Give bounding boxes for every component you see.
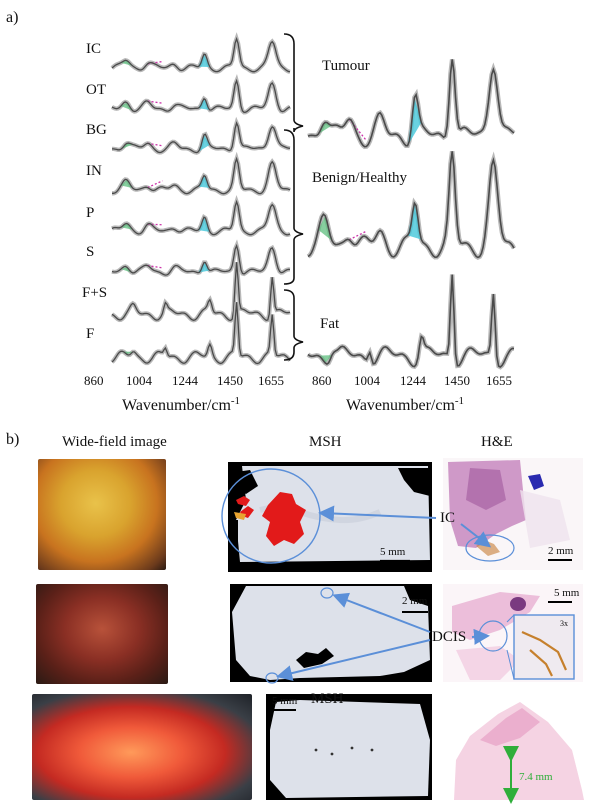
group-label-tumour: Tumour [322,58,370,74]
sample-label-p: P [86,205,94,221]
spectrum-tumour-line [307,59,515,148]
he-slide-3 [454,702,584,804]
left-xtick-1244: 1244 [172,373,199,388]
thickness-measurement: 7.4 mm [519,771,553,783]
callout-ic: IC [440,510,455,526]
arrow-dcis-to-msh-top [332,592,431,633]
spectrum-p-fill-cyan [198,217,210,232]
spectrum-p-line [111,199,291,236]
wide-field-photo-2 [36,584,168,684]
spectrum-bg-magenta-line [147,142,163,147]
spectrum-s-line [111,243,291,276]
header-he: H&E [481,434,513,450]
bracket-fat [283,289,304,361]
right-xtick-1655: 1655 [486,373,512,388]
he-inset-box [513,614,575,680]
bracket-tumour [283,33,304,133]
spectrum-fat-fill-green [318,355,333,363]
spectrum-fs-line [111,262,291,322]
left-xtick-1450: 1450 [217,373,243,388]
scale-bar-3-label: 5 mm [272,695,298,707]
spectrum-ic-magenta-line [147,60,163,65]
left-xaxis-label: Wavenumber/cm-1 [122,395,240,414]
sample-label-bg: BG [86,122,107,138]
right-xtick-860: 860 [312,373,332,388]
he-slide-1 [443,458,583,570]
group-label-fat: Fat [320,316,340,332]
spectrum-s-magenta-line [147,264,163,269]
spectrum-benign-fill-green [318,215,333,241]
spectrum-in-fill-green [120,179,133,189]
spectrum-fat-line [307,274,515,368]
spectrum-in-magenta-line [147,180,163,189]
wide-field-photo-3 [32,694,252,800]
left-xtick-1655: 1655 [258,373,284,388]
msh-map-2 [230,584,432,684]
spectrum-benign-band [306,150,517,260]
right-xtick-1450: 1450 [444,373,470,388]
msh-map-3 [266,694,432,800]
spectrum-p-fill-green [120,223,133,230]
sample-label-ic: IC [86,41,101,57]
arrow-ic-to-msh [318,505,437,522]
arrow-dcis-to-msh-bottom [276,639,431,681]
header-wide-field: Wide-field image [62,434,167,450]
spectrum-ic-fill-green [120,60,133,67]
sample-label-ot: OT [86,82,106,98]
panel-b-letter: b) [6,431,19,448]
spectrum-f-line [111,302,291,365]
callout-dcis: DCIS [432,629,466,645]
spectrum-ic-line [111,36,291,73]
spectrum-tumour-fill-green [318,122,333,135]
group-label-benign: Benign/Healthy [312,170,407,186]
sample-label-in: IN [86,163,102,179]
spectrum-benign-magenta-line [348,230,367,241]
sample-label-fs: F+S [82,285,107,301]
spectrum-benign-line [307,151,515,259]
panel-a-letter: a) [6,9,18,26]
spectrum-in-fill-cyan [198,175,210,189]
spectrum-bg-fill-cyan [198,134,210,152]
spectrum-ot-magenta-line [147,100,163,104]
scale-bar-5-label: 5 mm [554,587,580,599]
he-inset-magnification: 3x [560,619,568,628]
left-xtick-860: 860 [84,373,104,388]
spectrum-in-band [112,151,291,196]
spectrum-ot-fill-cyan [198,98,210,111]
arrow-ic-to-he [460,523,492,548]
arrow-dcis-to-he [471,628,490,645]
left-xtick-1004: 1004 [126,373,153,388]
spectrum-in-line [112,156,291,195]
spectrum-ot-fill-green [120,102,133,111]
right-spectra-group [306,59,517,370]
spectrum-benign-fill-cyan [407,203,422,240]
tumour-region [262,492,306,546]
left-spectra-stack [110,32,292,366]
sample-label-s: S [86,244,94,260]
wide-field-photo-1 [38,459,166,570]
sample-label-f: F [86,326,94,342]
right-xtick-1244: 1244 [400,373,427,388]
right-xtick-1004: 1004 [354,373,381,388]
scale-bar-2-label: 2 mm [402,595,428,607]
spectrum-bg-line [112,121,291,154]
right-xaxis-label: Wavenumber/cm-1 [346,395,464,414]
spectrum-ot-line [111,78,291,113]
spectrum-ic-band [110,32,291,74]
header-msh: MSH [309,434,342,450]
spectrum-bg-fill-green [120,143,133,150]
scale-bar-1-label: 5 mm [380,546,406,558]
header-msh-row3: MSH [311,691,344,707]
bracket-benign [283,129,304,285]
scale-bar-4-label: 2 mm [548,545,574,557]
he-slide-2 [443,584,583,682]
spectrum-p-magenta-line [147,223,163,226]
